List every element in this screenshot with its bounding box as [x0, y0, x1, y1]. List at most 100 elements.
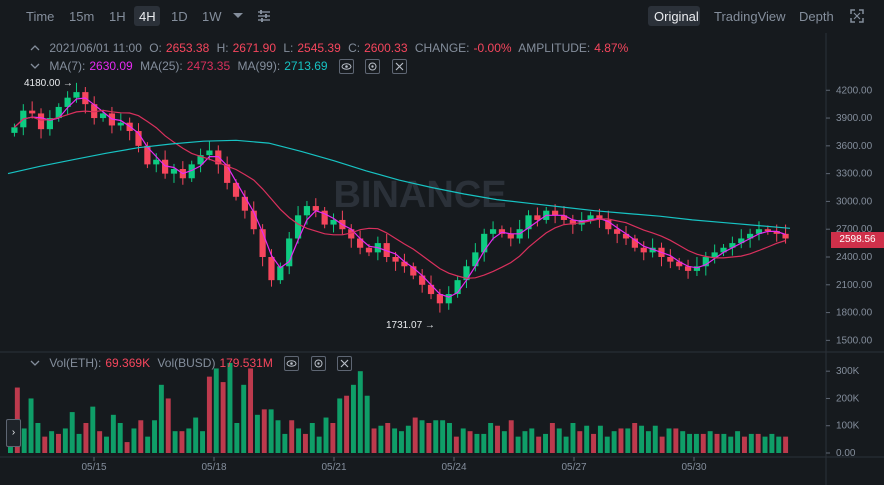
view-depth[interactable]: Depth: [799, 9, 834, 24]
candle-body: [720, 247, 727, 253]
volume-bar: [392, 428, 398, 453]
chevron-down-icon[interactable]: [232, 12, 244, 20]
date-tick-label: 05/27: [561, 462, 586, 473]
candle-body: [489, 229, 497, 234]
fullscreen-icon[interactable]: [850, 9, 864, 23]
candle-body: [294, 215, 302, 239]
candle-body: [188, 164, 195, 179]
ma7-value: 2630.09: [89, 59, 133, 73]
open-value: 2653.38: [165, 41, 210, 55]
candle-body: [605, 219, 612, 230]
volume-bar: [399, 431, 404, 453]
volume-bar: [165, 398, 171, 453]
price-tick-label: 2700.00: [836, 224, 873, 235]
volume-bar: [172, 431, 178, 453]
settings-icon[interactable]: [310, 356, 326, 372]
candle-body: [587, 215, 594, 220]
volume-bar: [200, 431, 206, 453]
volume-bar: [76, 433, 82, 453]
vol-eth-label: Vol(ETH):: [49, 356, 102, 370]
candle-body: [392, 257, 399, 262]
candle-body: [738, 238, 745, 244]
volume-bar: [721, 433, 727, 453]
candle-body: [711, 252, 718, 257]
candle-body: [206, 150, 213, 156]
volume-bar: [309, 423, 315, 453]
volume-bar: [659, 436, 665, 453]
view-original[interactable]: Original: [654, 9, 699, 24]
volume-bar: [556, 428, 562, 453]
candle-body: [773, 231, 780, 234]
interval-1h[interactable]: 1H: [109, 9, 126, 24]
volume-bar: [110, 414, 116, 453]
price-tick-label: 1800.00: [836, 308, 873, 319]
close-icon[interactable]: [391, 59, 407, 75]
close-icon[interactable]: [336, 356, 352, 372]
date-tick-label: 05/18: [201, 462, 226, 473]
candlestick-chart[interactable]: BINANCE 4200.00 3900.00 3600.00 3300.00 3000…: [0, 33, 884, 485]
high-value: 2671.90: [232, 41, 277, 55]
candle-body: [729, 243, 736, 248]
volume-bar: [337, 398, 343, 453]
view-tradingview[interactable]: TradingView: [714, 9, 786, 24]
settings-icon[interactable]: [365, 59, 381, 75]
interval-1d[interactable]: 1D: [171, 9, 188, 24]
amplitude-label: AMPLITUDE:: [518, 41, 591, 55]
candle-body: [91, 104, 98, 119]
interval-1w[interactable]: 1W: [202, 9, 222, 24]
candle-body: [144, 145, 151, 165]
candle-body: [357, 238, 364, 248]
time-button[interactable]: Time: [26, 9, 55, 24]
ma99-label: MA(99):: [237, 59, 281, 73]
collapse-chevron-icon[interactable]: [30, 359, 40, 367]
volume-bar: [21, 428, 27, 453]
volume-bar: [440, 420, 446, 453]
candle-body: [365, 247, 373, 253]
volume-bar: [138, 420, 144, 453]
volume-bar: [405, 425, 411, 453]
toolbar: Time 15m 1H 4H 1D 1W Original TradingVie…: [0, 0, 884, 33]
watermark: BINANCE: [333, 174, 506, 216]
candle-body: [46, 118, 53, 130]
volume-bar: [707, 431, 713, 453]
volume-bar: [543, 433, 548, 453]
candle-body: [622, 233, 630, 239]
candle-body: [37, 113, 45, 130]
volume-bar: [371, 428, 377, 453]
volume-bar: [234, 423, 240, 453]
eye-icon[interactable]: [284, 356, 300, 372]
ma99-line: [7, 139, 791, 229]
volume-bar: [104, 436, 109, 453]
close-label: C:: [348, 41, 361, 55]
candle-body: [481, 233, 488, 253]
candle-body: [552, 210, 559, 216]
candle-body: [782, 233, 789, 239]
volume-tick-label: 200K: [836, 393, 860, 404]
volume-bar: [254, 414, 260, 453]
collapse-chevron-icon[interactable]: [30, 44, 40, 52]
volume-bar: [700, 433, 706, 453]
volume-bar: [673, 428, 679, 453]
candle-body: [498, 229, 506, 234]
candle-body: [596, 215, 603, 220]
volume-bar: [597, 425, 603, 453]
volume-bar: [762, 436, 768, 453]
eye-icon[interactable]: [338, 59, 354, 75]
expand-panel-button[interactable]: ›: [6, 419, 21, 447]
candle-body: [73, 92, 80, 98]
interval-15m[interactable]: 15m: [69, 9, 95, 24]
volume-bar: [769, 433, 775, 453]
volume-bar: [433, 420, 439, 453]
volume-bar: [419, 420, 425, 453]
volume-tick-label: 300K: [836, 366, 860, 377]
interval-4h[interactable]: 4H: [139, 9, 156, 24]
collapse-chevron-icon[interactable]: [30, 62, 40, 70]
chart-area[interactable]: BINANCE 4200.00 3900.00 3600.00 3300.00 3000…: [0, 33, 884, 485]
volume-bar: [213, 368, 219, 453]
settings-sliders-icon[interactable]: [257, 9, 271, 23]
ohlc-info: 2021/06/01 11:00 O: 2653.38 H: 2671.90 L: 2…: [30, 41, 632, 55]
volume-bar: [206, 376, 212, 453]
volume-tick-label: 0.00: [836, 448, 856, 459]
volume-bar: [460, 428, 466, 453]
volume-bar: [62, 428, 68, 453]
